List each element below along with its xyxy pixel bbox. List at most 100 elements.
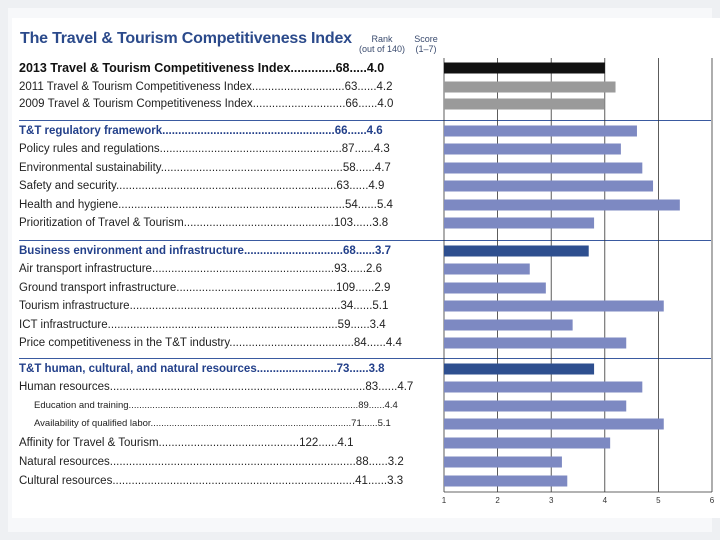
bar [444, 363, 595, 375]
bar [444, 263, 530, 275]
row-leader-dots: ...... [368, 456, 388, 468]
row-score: 4.6 [366, 125, 383, 137]
bar [444, 381, 643, 393]
bar [444, 300, 664, 312]
rank-column-header: Rank (out of 140) [352, 34, 412, 54]
row-leader-dots: ...... [350, 319, 370, 331]
row-rank: 59 [337, 319, 351, 331]
row-score: 4.4 [384, 400, 398, 411]
x-tick-label: 5 [656, 496, 661, 505]
section-separator [19, 240, 711, 241]
row-score: 5.4 [376, 199, 393, 211]
section-separator [19, 358, 711, 359]
row-name: Price competitiveness in the T&T industr… [19, 337, 230, 349]
row-label: Education and training..................… [34, 399, 439, 413]
row-name: Cultural resources [19, 475, 113, 487]
row-leader-dots: ........................................… [118, 199, 345, 211]
score-header-label: Score [414, 34, 438, 44]
row-label: T&T regulatory framework................… [19, 124, 439, 138]
bar [444, 319, 573, 331]
row-rank: 93 [334, 263, 347, 275]
row-rank: 83 [365, 381, 379, 393]
row-name: Prioritization of Travel & Tourism [19, 217, 184, 229]
row-name: 2013 Travel & Tourism Competitiveness In… [19, 61, 291, 75]
row-name: Education and training [34, 400, 129, 411]
row-rank: 68 [343, 245, 356, 257]
row-leader-dots: ........................................… [160, 162, 343, 174]
row-score: 2.6 [366, 263, 383, 275]
row-score: 4.0 [366, 61, 385, 75]
row-leader-dots: ...... [357, 199, 377, 211]
row-label: Environmental sustainability............… [19, 161, 439, 175]
row-leader-dots: ...... [349, 180, 369, 192]
row-name: Business environment and infrastructure [19, 245, 244, 257]
bar [444, 400, 627, 412]
row-label: T&T human, cultural, and natural resourc… [19, 362, 439, 376]
x-tick-label: 2 [495, 496, 500, 505]
row-leader-dots: ...... [353, 300, 373, 312]
row-score: 3.7 [374, 245, 391, 257]
row-score: 4.0 [377, 98, 394, 110]
bar [444, 337, 627, 349]
row-leader-dots: ......................... [256, 363, 337, 375]
row-name: T&T regulatory framework [19, 125, 163, 137]
row-score: 4.7 [397, 381, 414, 393]
score-header-range: (1–7) [415, 44, 437, 54]
row-name: Air transport infrastructure [19, 263, 152, 275]
row-label: 2009 Travel & Tourism Competitiveness In… [19, 97, 439, 111]
row-rank: 89 [358, 400, 369, 411]
row-score: 4.9 [368, 180, 385, 192]
x-tick-label: 3 [549, 496, 554, 505]
rank-header-label: Rank [371, 34, 393, 44]
row-leader-dots: ..... [349, 61, 367, 75]
row-leader-dots: ...... [354, 143, 374, 155]
bar [444, 475, 568, 487]
row-score: 4.2 [376, 81, 393, 93]
row-label: Cultural resources......................… [19, 474, 439, 488]
row-leader-dots: ...... [346, 263, 367, 275]
row-leader-dots: ........................................… [158, 437, 300, 449]
row-name: Tourism infrastructure [19, 300, 130, 312]
rank-header-range: (out of 140) [358, 44, 406, 54]
row-name: Affinity for Travel & Tourism [19, 437, 159, 449]
row-score: 4.4 [385, 337, 402, 349]
row-leader-dots: ...... [358, 98, 378, 110]
row-leader-dots: ............. [290, 61, 336, 75]
bar [444, 437, 611, 449]
row-score: 4.3 [373, 143, 390, 155]
row-leader-dots: ........................................… [107, 319, 338, 331]
section-separator [19, 120, 711, 121]
row-score: 3.2 [387, 456, 404, 468]
x-tick-label: 6 [710, 496, 715, 505]
row-label: Natural resources.......................… [19, 455, 439, 469]
row-leader-dots: ....................................... [229, 337, 354, 349]
row-rank: 122 [299, 437, 319, 449]
x-tick-label: 4 [603, 496, 608, 505]
row-name: Ground transport infrastructure [19, 282, 177, 294]
row-rank: 63 [344, 81, 358, 93]
row-rank: 41 [355, 475, 368, 487]
row-label: ICT infrastructure......................… [19, 318, 439, 332]
bar [444, 245, 589, 257]
row-score: 5.1 [372, 300, 389, 312]
row-leader-dots: ...... [368, 400, 385, 411]
row-label: Prioritization of Travel & Tourism......… [19, 216, 439, 230]
row-leader-dots: ...... [349, 363, 369, 375]
row-name: Health and hygiene [19, 199, 119, 211]
row-leader-dots: ...... [367, 475, 388, 487]
row-leader-dots: ...... [355, 245, 375, 257]
bar [444, 98, 605, 110]
row-leader-dots: ...... [361, 418, 378, 429]
row-label: 2013 Travel & Tourism Competitiveness In… [19, 61, 439, 75]
row-score: 2.9 [374, 282, 391, 294]
row-leader-dots: ........................................… [150, 418, 352, 429]
row-rank: 68 [335, 61, 350, 75]
bar [444, 162, 643, 174]
row-leader-dots: ........................................… [162, 125, 335, 137]
row-rank: 34 [340, 300, 354, 312]
row-leader-dots: ........................................… [115, 180, 337, 192]
row-rank: 71 [351, 418, 362, 429]
bar [444, 62, 605, 74]
row-score: 5.1 [377, 418, 391, 429]
